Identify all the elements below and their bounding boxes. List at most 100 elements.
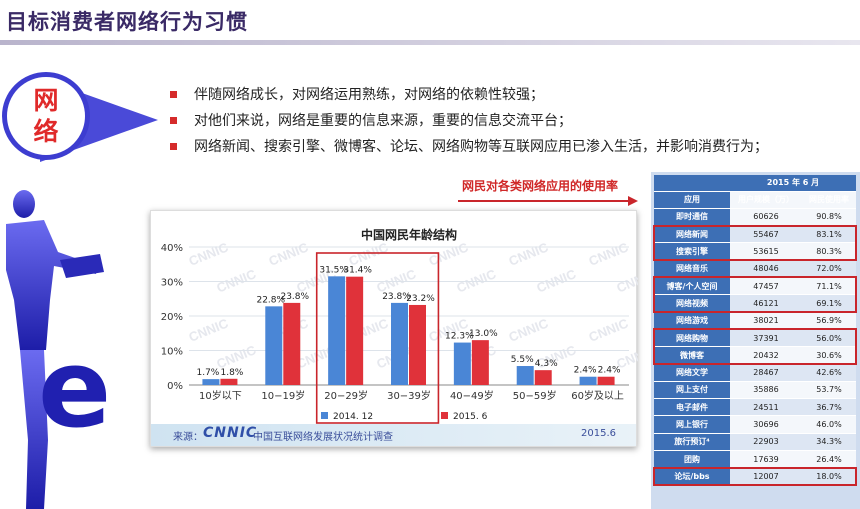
y-tick-label: 10%	[161, 347, 183, 358]
rate-cell: 42.6%	[802, 363, 856, 382]
column-header-rate: 网民使用率	[802, 191, 856, 209]
legend-label: 2014. 12	[333, 412, 373, 422]
chart-highlight-box	[315, 252, 440, 424]
table-highlight-box	[653, 328, 857, 365]
bar-series-2015	[597, 376, 615, 385]
bar-series-2015	[534, 370, 552, 385]
app-cell: 电子邮件	[654, 398, 730, 417]
users-cell: 38021	[730, 312, 802, 330]
table-row: 电子邮件 24511 36.7%	[654, 398, 856, 417]
app-cell: 旅行预订⁴	[654, 433, 730, 451]
footer-source-label: 来源：	[173, 432, 203, 443]
column-header-users: 用户规模（万）	[730, 191, 802, 209]
table-row: 网络游戏 38021 56.9%	[654, 312, 856, 330]
rate-cell: 56.9%	[802, 312, 856, 330]
app-cell: 网络音乐	[654, 260, 730, 278]
rate-cell: 18.0%	[802, 467, 856, 486]
chart-watermark: CNNIC	[214, 266, 258, 296]
x-tick-label: 50−59岁	[513, 389, 557, 402]
table-row: 即时通信 60626 90.8%	[654, 208, 856, 227]
data-label: 1.8%	[220, 368, 243, 378]
rate-cell: 83.1%	[802, 225, 856, 244]
table-highlight-box	[653, 466, 857, 487]
chart-watermark: CNNIC	[534, 266, 578, 296]
rate-cell: 71.1%	[802, 277, 856, 296]
x-tick-label: 10−19岁	[261, 389, 305, 402]
bar-series-2014	[202, 379, 220, 385]
rate-cell: 34.3%	[802, 433, 856, 451]
bullet-item: 对他们来说，网络是重要的信息来源，重要的信息交流平台；	[168, 108, 858, 134]
footer-survey-name: 中国互联网络发展状况统计调查	[253, 432, 393, 443]
title-divider	[0, 40, 860, 45]
users-cell: 60626	[730, 208, 802, 227]
users-cell: 28467	[730, 363, 802, 382]
table-row: 网上支付 35886 53.7%	[654, 381, 856, 400]
table-row: 搜索引擎 53615 80.3%	[654, 242, 856, 261]
app-cell: 网络文学	[654, 363, 730, 382]
data-label: 22.8%	[256, 295, 285, 305]
cnnic-logo: CNNIC	[203, 425, 258, 441]
app-cell: 即时通信	[654, 208, 730, 227]
table-row: 网上银行 30696 46.0%	[654, 415, 856, 434]
legend-swatch	[321, 412, 328, 419]
x-tick-label: 40−49岁	[450, 389, 494, 402]
users-cell: 46121	[730, 294, 802, 313]
chart-watermark: CNNIC	[187, 239, 231, 269]
users-cell: 30696	[730, 415, 802, 434]
table-row: 网络音乐 48046 72.0%	[654, 260, 856, 278]
data-label: 31.5%	[319, 265, 348, 275]
bar-series-2014	[391, 302, 408, 385]
table-row: 网络购物 37391 56.0%	[654, 329, 856, 348]
chart-footer: 来源： CNNIC 中国互联网络发展状况统计调查 2015.6	[151, 424, 636, 446]
chart-watermark: CNNIC	[587, 239, 631, 269]
app-cell: 团购	[654, 450, 730, 469]
users-cell: 24511	[730, 398, 802, 417]
y-tick-label: 30%	[161, 278, 183, 289]
bar-series-2014	[516, 366, 534, 385]
users-cell: 53615	[730, 242, 802, 261]
rate-cell: 72.0%	[802, 260, 856, 278]
network-badge: 网 络	[0, 68, 160, 168]
app-cell: 网络购物	[654, 329, 730, 348]
arrow-right-icon	[458, 196, 638, 206]
bar-series-2015	[409, 304, 426, 385]
users-cell: 20432	[730, 346, 802, 365]
silhouette-letter-e: e	[38, 327, 111, 452]
table-highlight-box	[653, 224, 857, 262]
data-label: 2.4%	[574, 366, 597, 376]
chart-watermark: CNNIC	[507, 239, 551, 269]
rate-cell: 46.0%	[802, 415, 856, 434]
bar-series-2015	[471, 340, 489, 385]
table-period: 2015 年 6 月	[730, 175, 856, 192]
users-cell: 22903	[730, 433, 802, 451]
bar-series-2014	[328, 276, 346, 385]
data-label: 23.2%	[406, 294, 435, 304]
legend-swatch	[441, 412, 448, 419]
table-row: 网络视频 46121 69.1%	[654, 294, 856, 313]
bar-series-2015	[283, 302, 301, 385]
rate-cell: 30.6%	[802, 346, 856, 365]
bullet-list: 伴随网络成长，对网络运用熟练，对网络的依赖性较强； 对他们来说，网络是重要的信息…	[168, 82, 858, 160]
rate-cell: 26.4%	[802, 450, 856, 469]
bullet-item: 网络新闻、搜索引擎、微博客、论坛、网络购物等互联网应用已渗入生活，并影响消费行为…	[168, 134, 858, 160]
data-label: 1.7%	[196, 368, 219, 378]
users-cell: 17639	[730, 450, 802, 469]
businessman-silhouette-illustration: e	[6, 190, 111, 509]
chart-watermark: CNNIC	[347, 239, 391, 269]
data-label: 13.0%	[469, 329, 498, 339]
data-label: 31.4%	[343, 266, 372, 276]
app-cell: 博客/个人空间	[654, 277, 730, 296]
table-row: 团购 17639 26.4%	[654, 450, 856, 469]
users-cell: 55467	[730, 225, 802, 244]
data-label: 4.3%	[535, 359, 558, 369]
app-cell: 网络视频	[654, 294, 730, 313]
x-tick-label: 10岁以下	[199, 389, 242, 402]
table-row: 网络新闻 55467 83.1%	[654, 225, 856, 244]
table-row: 微博客 20432 30.6%	[654, 346, 856, 365]
x-tick-label: 30−39岁	[387, 389, 431, 402]
table-row: 旅行预订⁴ 22903 34.3%	[654, 433, 856, 451]
table-row: 论坛/bbs 12007 18.0%	[654, 467, 856, 486]
y-tick-label: 40%	[161, 243, 183, 254]
table-row: 网络文学 28467 42.6%	[654, 363, 856, 382]
badge-char-1: 网	[33, 86, 59, 115]
